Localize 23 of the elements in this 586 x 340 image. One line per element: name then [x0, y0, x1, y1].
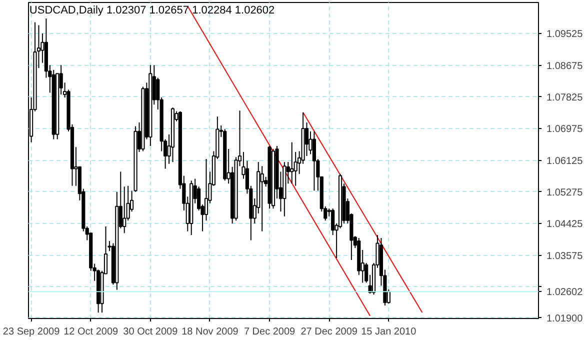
x-tick-label: 18 Nov 2009 — [182, 326, 239, 338]
y-tick-label: 1.06125 — [546, 156, 584, 167]
x-tick-label: 30 Oct 2009 — [123, 326, 178, 338]
candlestick — [312, 130, 316, 192]
y-tick-label: 1.03575 — [546, 250, 584, 262]
y-tick-label: 1.07825 — [546, 92, 584, 104]
y-tick-label: 1.09525 — [546, 29, 584, 40]
candlestick — [122, 186, 126, 234]
y-tick-label: 1.05275 — [546, 187, 584, 198]
candlestick — [304, 122, 309, 157]
x-tick-label: 7 Dec 2009 — [244, 326, 296, 338]
x-tick-label: 15 Jan 2010 — [361, 326, 417, 338]
x-tick-label: 12 Oct 2009 — [64, 326, 119, 338]
x-tick-label: 23 Sep 2009 — [2, 326, 60, 338]
y-tick-label: 1.06975 — [546, 124, 584, 136]
chart-title: USDCAD,Daily 1.02307 1.02657 1.02284 1.02602 — [29, 4, 275, 16]
candlestick — [290, 142, 294, 184]
x-tick-label: 27 Dec 2009 — [300, 326, 358, 338]
y-tick-label: 1.01900 — [546, 313, 584, 324]
ref-line-label: 1.02602 — [546, 287, 584, 298]
y-tick-label: 1.08675 — [546, 60, 584, 72]
candlestick — [260, 166, 264, 232]
y-tick-label: 1.04425 — [546, 219, 584, 230]
